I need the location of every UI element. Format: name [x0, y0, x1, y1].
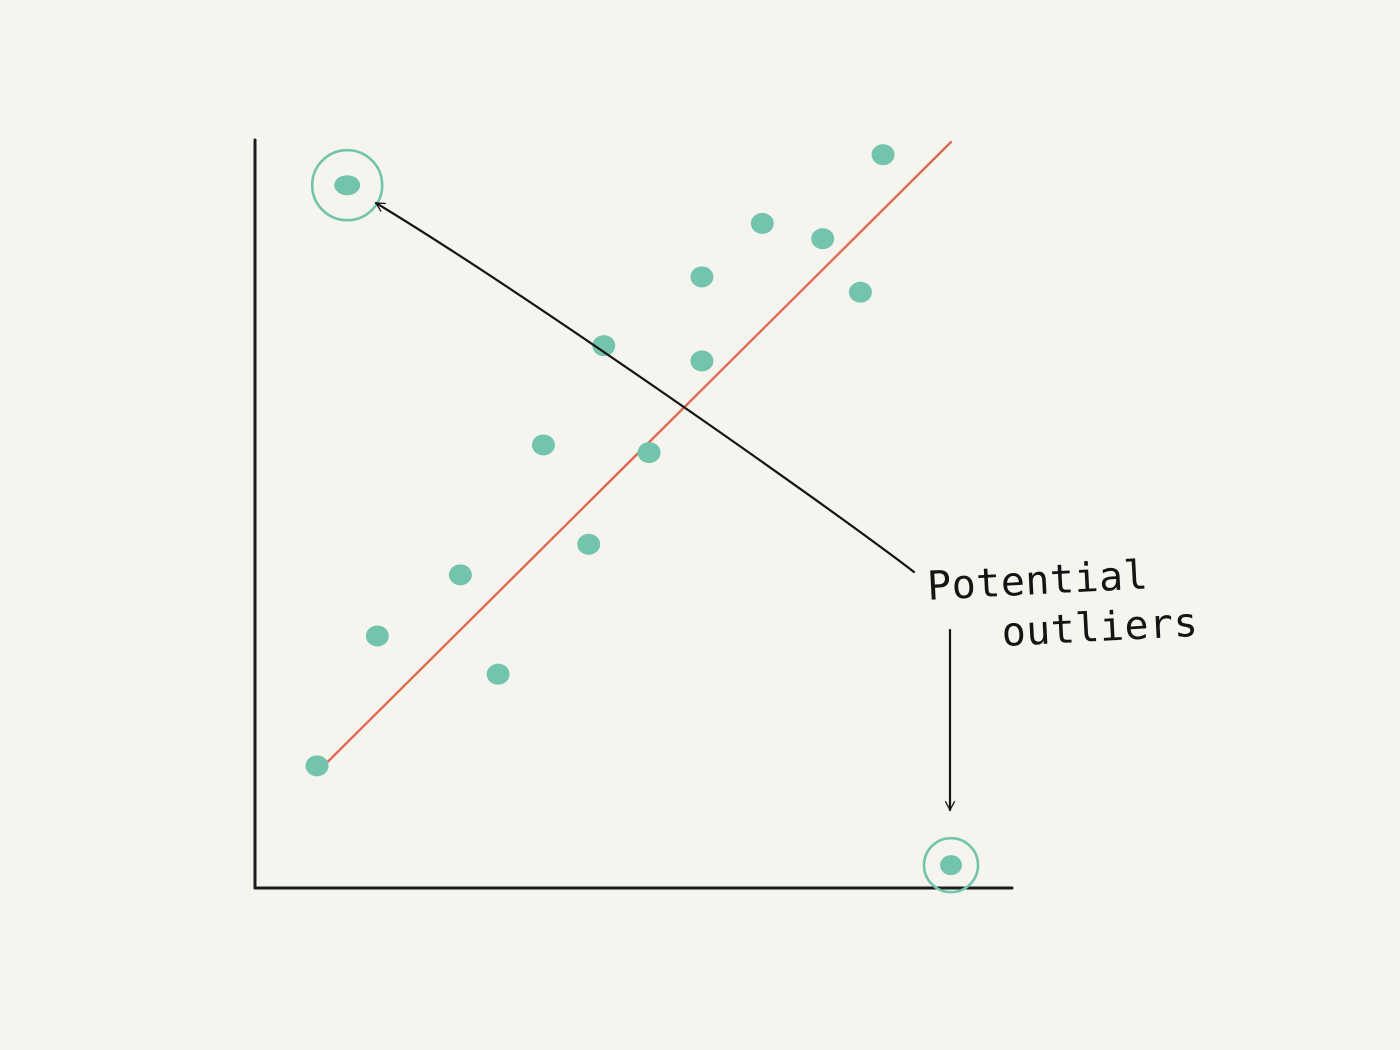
outlier-ring — [310, 148, 384, 222]
data-point — [690, 266, 714, 288]
data-points — [305, 144, 980, 894]
outlier-point — [334, 175, 361, 196]
annotation-line-2: outliers — [1000, 600, 1199, 656]
outlier-point — [940, 855, 962, 876]
data-point — [637, 442, 661, 464]
annotation: Potential outliers — [926, 552, 1199, 656]
data-point — [592, 335, 616, 357]
data-point — [871, 144, 895, 166]
arrow-to-top-outlier — [374, 201, 916, 574]
data-point — [531, 434, 555, 456]
data-point — [365, 625, 389, 647]
data-point — [690, 350, 714, 372]
annotation-line-1: Potential — [926, 552, 1149, 610]
data-point — [848, 281, 872, 303]
data-point — [750, 212, 774, 234]
axes — [253, 138, 1014, 890]
data-point — [486, 663, 510, 685]
data-point — [577, 533, 601, 555]
annotation-arrows — [374, 201, 956, 812]
data-point — [811, 228, 835, 250]
data-point — [305, 755, 329, 777]
outlier-ring — [922, 836, 980, 894]
trend-line — [315, 140, 953, 774]
data-point — [448, 564, 472, 586]
